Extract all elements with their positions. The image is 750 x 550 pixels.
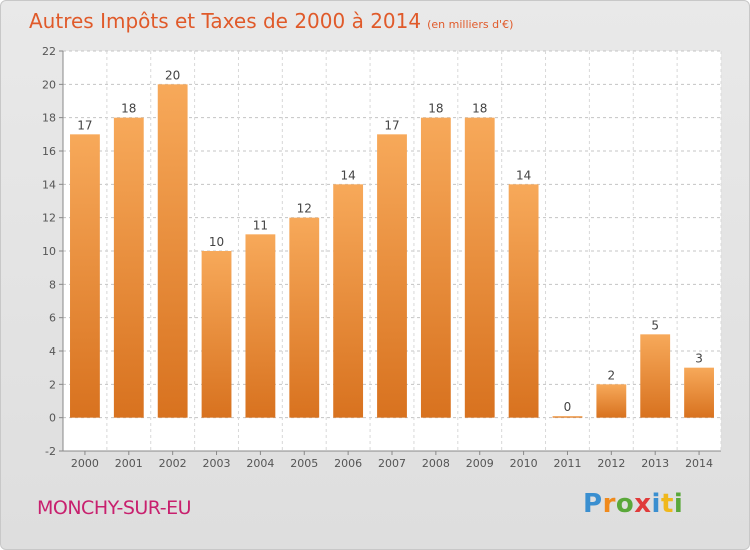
x-tick-label: 2006 [334, 457, 362, 470]
logo-letter: o [615, 489, 635, 519]
city-name: MONCHY-SUR-EU [37, 497, 192, 519]
proxiti-logo: Proxiti [583, 489, 683, 519]
bar [640, 334, 671, 418]
data-label: 5 [651, 318, 659, 332]
x-tick-label: 2010 [510, 457, 538, 470]
y-tick-label: 6 [49, 312, 56, 325]
y-tick-label: 18 [42, 112, 56, 125]
bar [113, 117, 144, 418]
bar [552, 416, 583, 418]
x-tick-label: 2002 [159, 457, 187, 470]
x-tick-label: 2005 [290, 457, 318, 470]
bar [420, 117, 451, 418]
data-label: 18 [472, 102, 487, 116]
bar [333, 184, 364, 418]
x-tick-label: 2001 [115, 457, 143, 470]
data-label: 17 [384, 118, 399, 132]
logo-letter: r [602, 489, 616, 519]
y-tick-label: 10 [42, 245, 56, 258]
y-tick-label: 4 [49, 345, 56, 358]
y-tick-label: 8 [49, 278, 56, 291]
x-tick-label: 2003 [203, 457, 231, 470]
data-label: 0 [564, 400, 572, 414]
x-tick-label: 2011 [553, 457, 581, 470]
data-label: 2 [608, 368, 616, 382]
y-tick-label: -2 [45, 445, 56, 458]
bar [70, 134, 100, 418]
y-tick-label: 16 [42, 145, 56, 158]
logo-letter: t [660, 489, 674, 519]
y-tick-label: 20 [42, 78, 56, 91]
data-label: 17 [77, 118, 92, 132]
logo-letter: P [583, 489, 603, 519]
data-label: 18 [121, 102, 136, 116]
chart-title-main: Autres Impôts et Taxes de 2000 à 2014 [29, 9, 422, 33]
data-label: 18 [428, 102, 443, 116]
x-tick-label: 2013 [641, 457, 669, 470]
data-label: 3 [695, 352, 703, 366]
data-label: 14 [340, 168, 355, 182]
x-tick-label: 2008 [422, 457, 450, 470]
bar [157, 84, 188, 418]
bar [684, 367, 714, 418]
y-tick-label: 22 [42, 45, 56, 58]
y-tick-label: 2 [49, 378, 56, 391]
data-label: 20 [165, 68, 180, 82]
bar [377, 134, 407, 418]
x-tick-label: 2007 [378, 457, 406, 470]
logo-letter: i [673, 489, 684, 519]
bar [201, 251, 232, 418]
x-tick-label: 2004 [246, 457, 274, 470]
x-tick-label: 2009 [466, 457, 494, 470]
y-tick-label: 0 [49, 412, 56, 425]
y-tick-label: 12 [42, 212, 56, 225]
bar [289, 217, 320, 418]
x-tick-label: 2000 [71, 457, 99, 470]
data-label: 12 [297, 202, 312, 216]
logo-letter: x [634, 489, 652, 519]
bar [508, 184, 539, 418]
chart-title-unit: (en milliers d'€) [427, 18, 514, 31]
y-tick-label: 14 [42, 178, 56, 191]
data-label: 10 [209, 235, 224, 249]
bar [596, 384, 627, 418]
bar [245, 234, 276, 418]
chart-title: Autres Impôts et Taxes de 2000 à 2014 (en… [29, 9, 513, 33]
x-tick-label: 2014 [685, 457, 713, 470]
bar [464, 117, 495, 418]
x-tick-label: 2012 [597, 457, 625, 470]
logo-letter: i [651, 489, 661, 519]
data-label: 11 [253, 218, 268, 232]
data-label: 14 [516, 168, 531, 182]
